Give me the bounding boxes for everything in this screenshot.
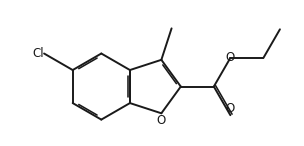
Text: O: O bbox=[226, 102, 235, 115]
Text: O: O bbox=[226, 51, 235, 64]
Text: Cl: Cl bbox=[33, 47, 44, 60]
Text: O: O bbox=[157, 114, 166, 127]
